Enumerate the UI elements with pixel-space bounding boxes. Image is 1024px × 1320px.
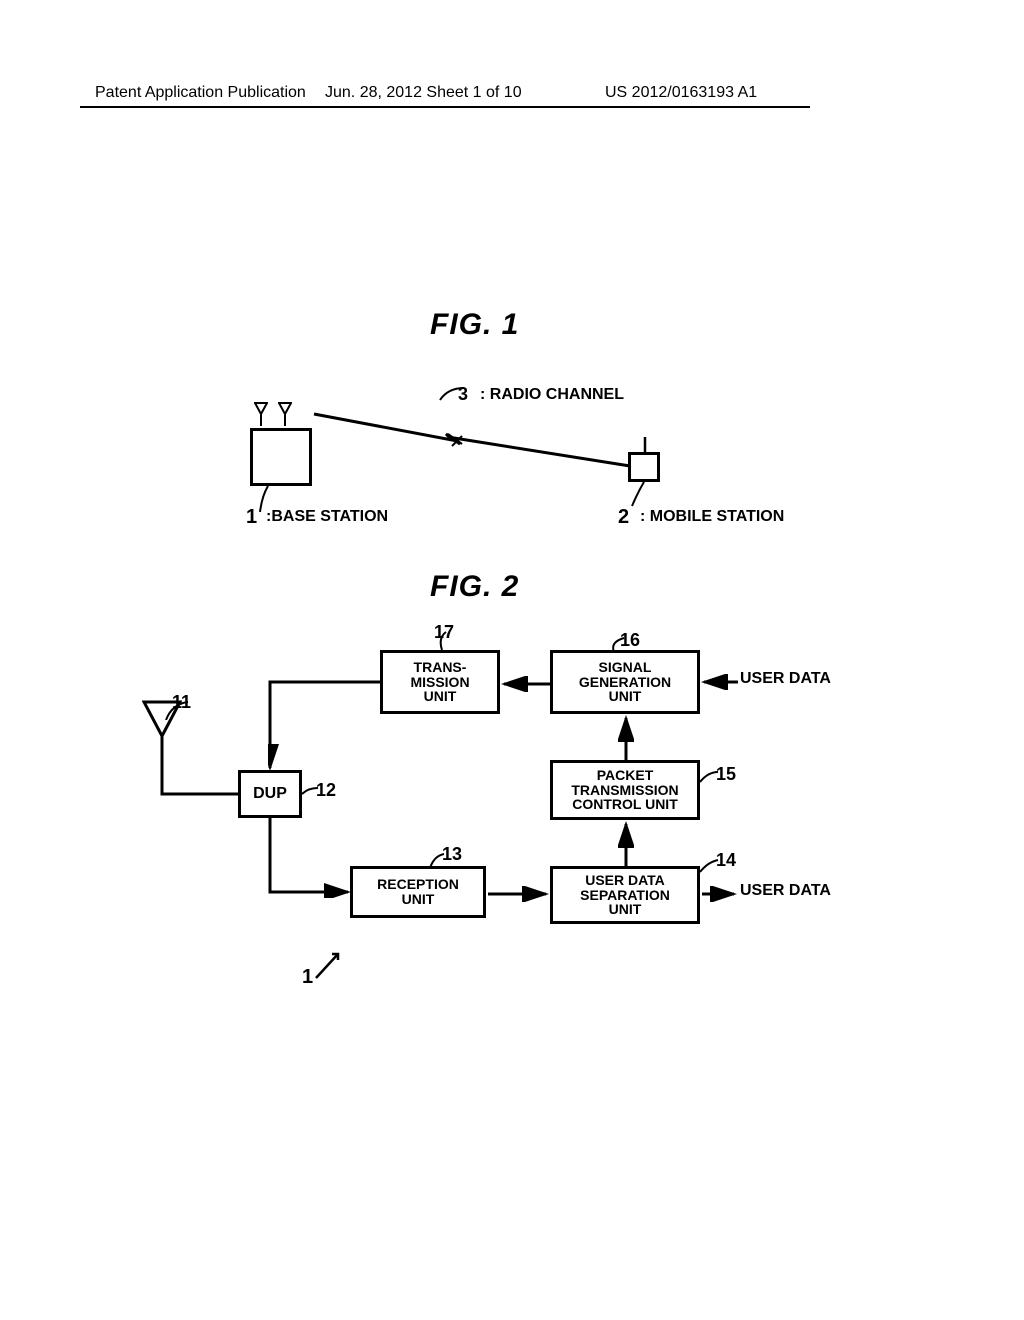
user-data-separation-unit-block: USER DATA SEPARATION UNIT: [550, 866, 700, 924]
base-station-antenna-icon: [278, 402, 292, 426]
base-station-antenna-icon: [254, 402, 268, 426]
ref13-leader: [428, 850, 446, 870]
ref12-leader: [302, 786, 320, 800]
ref16-leader: [608, 636, 628, 654]
ref-1: 1: [302, 966, 313, 989]
base-station-box: [250, 428, 312, 486]
header-rule: [80, 106, 810, 108]
header-left: Patent Application Publication: [95, 84, 306, 102]
bs-ref-num: 1: [246, 506, 257, 529]
userdata-to-sig-arrow: [700, 674, 740, 690]
radio-ref-text: : RADIO CHANNEL: [480, 386, 624, 404]
user-data-bottom-label: USER DATA: [740, 882, 831, 900]
mobile-station-box: [628, 452, 660, 482]
header-right: US 2012/0163193 A1: [605, 84, 757, 102]
rx-to-usd-arrow: [486, 886, 552, 902]
sig-to-tx-arrow: [500, 676, 552, 692]
usd-label: USER DATA SEPARATION UNIT: [580, 873, 670, 917]
ref-11: 11: [172, 692, 191, 713]
signal-generation-unit-block: SIGNAL GENERATION UNIT: [550, 650, 700, 714]
sig-label: SIGNAL GENERATION UNIT: [579, 660, 671, 704]
fig2-diagram: DUP TRANS- MISSION UNIT SIGNAL GENERATIO…: [120, 610, 840, 1010]
radio-ref-num: 3: [458, 384, 468, 405]
ref15-leader: [700, 770, 720, 786]
fig1-diagram: 1 :BASE STATION 3 : RADIO CHANNEL 2 : MO…: [190, 380, 820, 560]
radio-channel-line: [312, 410, 632, 470]
ref1-leader: [314, 950, 344, 980]
user-data-top-label: USER DATA: [740, 670, 831, 688]
ref17-leader: [436, 630, 450, 652]
bs-ref-text: :BASE STATION: [266, 508, 388, 526]
pkt-label: PACKET TRANSMISSION CONTROL UNIT: [571, 768, 678, 812]
tx-to-dup-arrow: [268, 680, 384, 778]
usd-to-pkt-arrow: [618, 820, 634, 868]
ms-ref-text: : MOBILE STATION: [640, 508, 784, 526]
transmission-unit-block: TRANS- MISSION UNIT: [380, 650, 500, 714]
ms-ref-num: 2: [618, 506, 629, 529]
ms-leader-line: [630, 482, 654, 510]
usd-to-userdata-arrow: [700, 886, 740, 902]
header-center: Jun. 28, 2012 Sheet 1 of 10: [325, 84, 522, 102]
rx-label: RECEPTION UNIT: [377, 877, 459, 906]
dup-to-rx-arrow: [266, 818, 354, 898]
reception-unit-block: RECEPTION UNIT: [350, 866, 486, 918]
fig2-title: FIG. 2: [430, 570, 519, 604]
pkt-to-sig-arrow: [618, 714, 634, 762]
ref14-leader: [700, 858, 720, 874]
fig1-title: FIG. 1: [430, 308, 519, 342]
tx-label: TRANS- MISSION UNIT: [410, 660, 469, 704]
antenna-dup-line: [160, 750, 240, 900]
packet-transmission-control-unit-block: PACKET TRANSMISSION CONTROL UNIT: [550, 760, 700, 820]
